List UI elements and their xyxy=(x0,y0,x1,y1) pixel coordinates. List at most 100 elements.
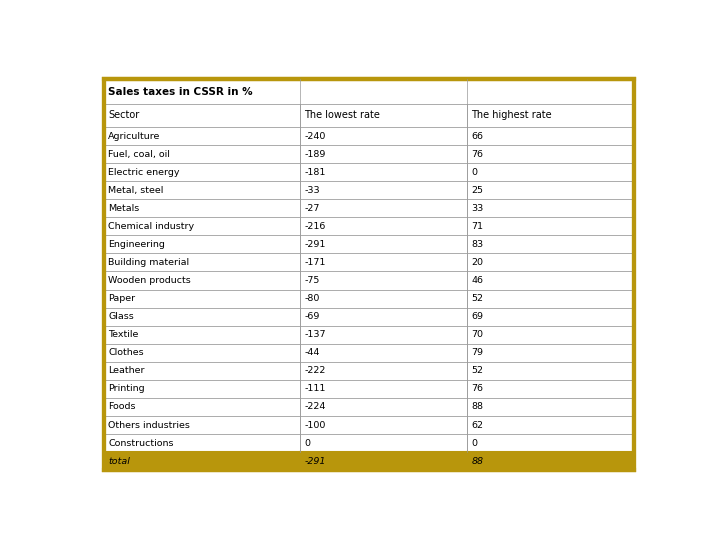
Text: 69: 69 xyxy=(472,312,483,321)
Text: -222: -222 xyxy=(305,366,325,375)
Bar xyxy=(467,344,634,362)
Bar xyxy=(467,398,634,416)
Bar xyxy=(467,326,634,344)
Text: 79: 79 xyxy=(472,348,483,357)
Bar xyxy=(300,380,467,398)
Text: -80: -80 xyxy=(305,294,320,303)
Text: 76: 76 xyxy=(472,150,483,159)
Bar xyxy=(467,380,634,398)
Text: Printing: Printing xyxy=(108,384,145,394)
Text: Clothes: Clothes xyxy=(108,348,144,357)
Bar xyxy=(300,145,467,163)
Text: Chemical industry: Chemical industry xyxy=(108,222,194,231)
Text: Paper: Paper xyxy=(108,294,135,303)
Text: -100: -100 xyxy=(305,421,325,429)
Bar xyxy=(300,253,467,272)
Bar xyxy=(300,289,467,308)
Text: Sector: Sector xyxy=(108,111,140,120)
Text: Leather: Leather xyxy=(108,366,145,375)
Text: -291: -291 xyxy=(305,240,325,249)
Bar xyxy=(300,416,467,434)
Text: -189: -189 xyxy=(305,150,325,159)
Text: Sales taxes in CSSR in %: Sales taxes in CSSR in % xyxy=(108,86,253,97)
Bar xyxy=(104,362,300,380)
Bar xyxy=(467,272,634,289)
Text: 46: 46 xyxy=(472,276,483,285)
Bar xyxy=(467,308,634,326)
Text: 0: 0 xyxy=(305,438,310,448)
Text: 0: 0 xyxy=(472,167,477,177)
Bar xyxy=(104,235,300,253)
Bar xyxy=(300,362,467,380)
Bar xyxy=(104,104,300,127)
Bar xyxy=(104,398,300,416)
Text: 88: 88 xyxy=(472,402,483,411)
Bar xyxy=(104,217,300,235)
Text: Foods: Foods xyxy=(108,402,135,411)
Text: 66: 66 xyxy=(472,132,483,140)
Text: 62: 62 xyxy=(472,421,483,429)
Text: 83: 83 xyxy=(472,240,483,249)
Text: -69: -69 xyxy=(305,312,320,321)
Bar xyxy=(104,163,300,181)
Text: -111: -111 xyxy=(305,384,325,394)
Bar xyxy=(104,127,300,145)
Text: -27: -27 xyxy=(305,204,320,213)
Bar xyxy=(300,235,467,253)
Text: Glass: Glass xyxy=(108,312,134,321)
Text: The highest rate: The highest rate xyxy=(472,111,552,120)
Text: 70: 70 xyxy=(472,330,483,339)
Text: 0: 0 xyxy=(472,438,477,448)
Bar xyxy=(300,308,467,326)
Bar xyxy=(300,127,467,145)
Text: Agriculture: Agriculture xyxy=(108,132,161,140)
Text: 76: 76 xyxy=(472,384,483,394)
Text: The lowest rate: The lowest rate xyxy=(305,111,380,120)
Bar xyxy=(300,398,467,416)
Bar xyxy=(467,181,634,199)
Bar xyxy=(104,434,300,452)
Text: Metal, steel: Metal, steel xyxy=(108,186,163,195)
Bar xyxy=(300,344,467,362)
Bar xyxy=(300,104,467,127)
Text: -137: -137 xyxy=(305,330,326,339)
Bar xyxy=(467,199,634,217)
Text: Wooden products: Wooden products xyxy=(108,276,191,285)
Bar xyxy=(467,416,634,434)
Bar xyxy=(467,145,634,163)
Text: Engineering: Engineering xyxy=(108,240,165,249)
Bar xyxy=(300,326,467,344)
Text: Constructions: Constructions xyxy=(108,438,174,448)
Bar xyxy=(104,289,300,308)
Text: 25: 25 xyxy=(472,186,483,195)
Bar xyxy=(104,452,634,470)
Bar xyxy=(467,104,634,127)
Bar xyxy=(300,199,467,217)
Bar xyxy=(300,272,467,289)
Bar xyxy=(104,181,300,199)
Bar xyxy=(467,362,634,380)
Bar xyxy=(104,380,300,398)
Bar xyxy=(104,253,300,272)
Bar xyxy=(467,217,634,235)
Bar xyxy=(104,308,300,326)
Bar xyxy=(104,79,634,104)
Text: -216: -216 xyxy=(305,222,325,231)
Text: 52: 52 xyxy=(472,366,483,375)
Bar xyxy=(104,199,300,217)
Text: -171: -171 xyxy=(305,258,325,267)
Text: -44: -44 xyxy=(305,348,320,357)
Text: -240: -240 xyxy=(305,132,325,140)
Bar xyxy=(104,145,300,163)
Text: -75: -75 xyxy=(305,276,320,285)
Bar xyxy=(300,181,467,199)
Bar xyxy=(104,326,300,344)
Bar xyxy=(300,217,467,235)
Text: Building material: Building material xyxy=(108,258,189,267)
Text: Fuel, coal, oil: Fuel, coal, oil xyxy=(108,150,170,159)
Text: 71: 71 xyxy=(472,222,483,231)
Bar xyxy=(467,289,634,308)
Text: Electric energy: Electric energy xyxy=(108,167,180,177)
Text: 33: 33 xyxy=(472,204,484,213)
Text: -291: -291 xyxy=(305,457,325,465)
